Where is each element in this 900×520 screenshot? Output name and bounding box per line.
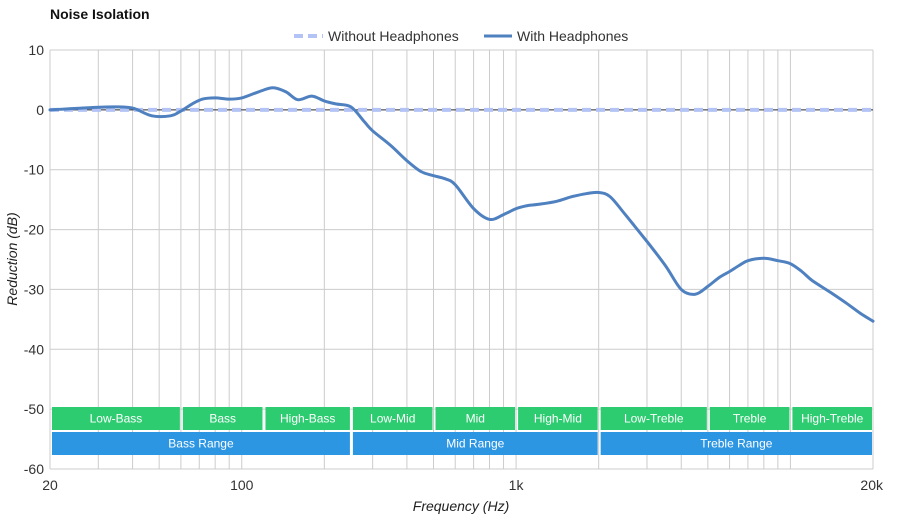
band-mid-label: Mid — [466, 412, 485, 426]
range-treble-range: Treble Range — [600, 432, 872, 455]
legend[interactable]: Without Headphones With Headphones — [294, 28, 628, 44]
series-layer — [48, 86, 875, 323]
band-mid-bar — [435, 407, 516, 430]
x-tick-label: 1k — [509, 477, 525, 493]
band-low-bass: Low-Bass — [52, 407, 180, 430]
band-high-mid-label: High-Mid — [534, 412, 582, 426]
y-tick-label: -60 — [24, 461, 44, 477]
legend-label-without-headphones: Without Headphones — [328, 28, 459, 44]
range-treble-range-bar — [600, 432, 872, 455]
range-mid-range-bar — [352, 432, 598, 455]
y-tick-label: 10 — [28, 42, 44, 58]
band-high-treble: High-Treble — [792, 407, 872, 430]
band-bass-bar — [182, 407, 263, 430]
y-tick-label: -10 — [24, 162, 44, 178]
band-high-treble-label: High-Treble — [801, 412, 864, 426]
band-low-mid-label: Low-Mid — [370, 412, 415, 426]
range-treble-range-label: Treble Range — [700, 437, 773, 451]
legend-label-with-headphones: With Headphones — [517, 28, 628, 44]
chart-title: Noise Isolation — [50, 6, 150, 22]
band-low-treble-bar — [600, 407, 707, 430]
grid — [49, 49, 874, 470]
band-low-mid: Low-Mid — [352, 407, 433, 430]
band-mid: Mid — [435, 407, 516, 430]
y-axis-title: Reduction (dB) — [4, 212, 20, 305]
legend-item-without-headphones[interactable]: Without Headphones — [294, 28, 459, 44]
band-high-mid-bar — [518, 407, 598, 430]
frequency-bands: Low-Bass Bass High-Bass Low-Mid Mid High-Mid L… — [52, 407, 872, 455]
band-high-bass: High-Bass — [265, 407, 350, 430]
band-low-mid-bar — [352, 407, 433, 430]
range-bass-range-label: Bass Range — [168, 437, 234, 451]
x-tick-label: 100 — [230, 477, 254, 493]
series-line-with-headphones — [48, 86, 875, 323]
x-tick-label: 20k — [860, 477, 884, 493]
range-mid-range-label: Mid Range — [446, 437, 504, 451]
y-tick-label: -40 — [24, 341, 44, 357]
x-axis-title: Frequency (Hz) — [413, 498, 509, 514]
band-treble-label: Treble — [733, 412, 767, 426]
y-tick-label: -20 — [24, 222, 44, 238]
y-tick-label: 0 — [36, 102, 44, 118]
band-low-treble: Low-Treble — [600, 407, 707, 430]
legend-item-with-headphones[interactable]: With Headphones — [484, 28, 628, 44]
band-bass: Bass — [182, 407, 263, 430]
band-treble: Treble — [709, 407, 790, 430]
range-bass-range: Bass Range — [52, 432, 350, 455]
band-high-mid: High-Mid — [518, 407, 598, 430]
band-low-bass-bar — [52, 407, 180, 430]
band-treble-bar — [709, 407, 790, 430]
band-low-bass-label: Low-Bass — [90, 412, 143, 426]
band-bass-label: Bass — [209, 412, 236, 426]
band-high-treble-bar — [792, 407, 872, 430]
band-low-treble-label: Low-Treble — [624, 412, 684, 426]
band-high-bass-bar — [265, 407, 350, 430]
y-tick-label: -30 — [24, 281, 44, 297]
band-high-bass-label: High-Bass — [280, 412, 335, 426]
range-mid-range: Mid Range — [352, 432, 598, 455]
x-tick-label: 20 — [42, 477, 58, 493]
y-tick-label: -50 — [24, 401, 44, 417]
range-bass-range-bar — [52, 432, 350, 455]
